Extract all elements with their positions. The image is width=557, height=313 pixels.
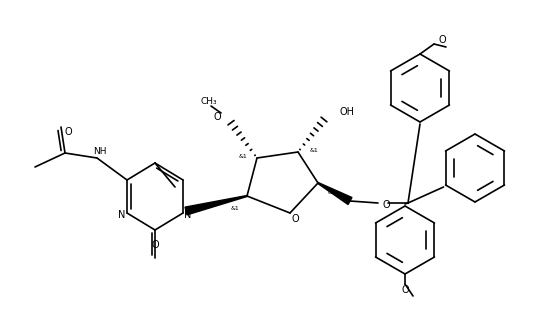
Text: CH₃: CH₃ — [201, 98, 217, 106]
Text: O: O — [438, 35, 446, 45]
Text: O: O — [382, 200, 390, 210]
Text: O: O — [291, 214, 299, 224]
Text: &1: &1 — [231, 206, 240, 211]
Text: NH: NH — [93, 146, 107, 156]
Polygon shape — [185, 196, 247, 215]
Text: N: N — [184, 210, 192, 220]
Text: O: O — [64, 127, 72, 137]
Text: O: O — [401, 285, 409, 295]
Text: O: O — [151, 240, 159, 250]
Text: &1: &1 — [310, 147, 319, 152]
Text: N: N — [118, 210, 126, 220]
Text: O: O — [213, 112, 221, 122]
Text: &1: &1 — [328, 191, 336, 196]
Polygon shape — [317, 182, 352, 204]
Text: OH: OH — [340, 107, 355, 117]
Text: &1: &1 — [238, 153, 247, 158]
